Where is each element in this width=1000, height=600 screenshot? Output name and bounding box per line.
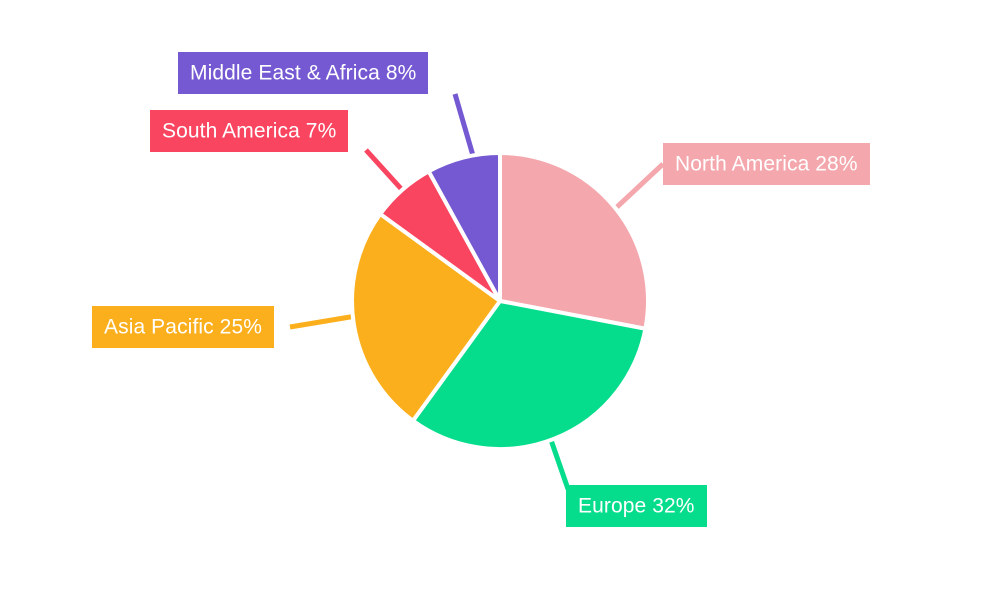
pie-label-south-america[interactable]: South America 7% <box>150 110 349 152</box>
pie-slices <box>350 151 650 451</box>
leader-line-north-america <box>615 162 665 209</box>
pie-slice-europe[interactable] <box>411 299 648 451</box>
pie-slice-middle-east-africa[interactable] <box>426 151 502 303</box>
pie-label-middle-east-africa-text: Middle East & Africa 8% <box>190 61 417 84</box>
pie-slice-north-america[interactable] <box>498 151 650 331</box>
pie-label-north-america-text: North America 28% <box>675 152 858 175</box>
leader-line-middle-east-africa <box>452 93 477 160</box>
pie-label-europe[interactable]: Europe 32% <box>566 485 707 527</box>
pie-slice-asia-pacific[interactable] <box>350 212 502 423</box>
leader-line-europe <box>548 439 571 490</box>
pie-label-europe-text: Europe 32% <box>578 494 695 517</box>
pie-label-south-america-text: South America 7% <box>162 119 337 142</box>
pie-label-north-america[interactable]: North America 28% <box>663 143 870 185</box>
pie-label-middle-east-africa[interactable]: Middle East & Africa 8% <box>178 52 429 94</box>
leader-line-asia-pacific <box>289 313 357 330</box>
pie-label-asia-pacific-text: Asia Pacific 25% <box>104 315 263 338</box>
pie-label-asia-pacific[interactable]: Asia Pacific 25% <box>92 306 275 348</box>
